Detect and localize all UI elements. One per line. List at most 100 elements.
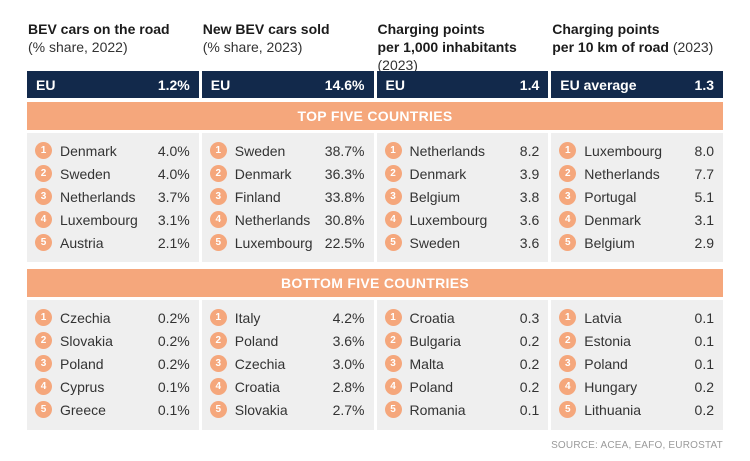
country-value: 3.7% <box>157 188 190 205</box>
country-name: Luxembourg <box>60 211 138 228</box>
country-value: 5.1 <box>694 188 714 205</box>
column-headers: BEV cars on the road (% share, 2022) New… <box>27 20 723 73</box>
country-value: 22.5% <box>324 234 365 251</box>
list-item: 1 Italy 4.2% <box>209 306 365 329</box>
eu-cell: EU average 1.3 <box>551 71 723 98</box>
rank-badge: 2 <box>384 332 402 349</box>
country-name: Poland <box>409 378 454 395</box>
list-item: 3 Poland 0.1 <box>559 352 714 375</box>
list-item: 1 Croatia 0.3 <box>384 306 540 329</box>
rank-badge: 1 <box>209 142 227 159</box>
country-name: Denmark <box>234 165 292 182</box>
list-item: 5 Slovakia 2.7% <box>209 398 365 421</box>
rank-badge: 5 <box>209 401 227 418</box>
list-item: 2 Denmark 3.9 <box>384 162 540 185</box>
country-name: Croatia <box>234 378 280 395</box>
source-note: SOURCE: ACEA, EAFO, EUROSTAT <box>551 440 723 451</box>
list-item: 3 Belgium 3.8 <box>384 185 539 208</box>
list-item: 3 Portugal 5.1 <box>559 185 714 208</box>
top-five-grid: 1 Denmark 4.0% 2 Sweden 4.0% 3 Netherlands 3.7% 4… <box>27 133 723 262</box>
country-name: Belgium <box>409 188 461 205</box>
top-five-band: TOP FIVE COUNTRIES <box>27 102 723 130</box>
country-value: 3.9 <box>519 165 540 182</box>
rank-badge: 3 <box>559 188 577 205</box>
country-value: 4.0% <box>157 142 190 159</box>
eu-label: EU <box>210 76 231 93</box>
bottom-column: 1 Italy 4.2% 2 Poland 3.6% 3 Czechia 3.0% 4 Croati… <box>201 300 374 430</box>
list-item: 3 Netherlands 3.7% <box>35 185 190 208</box>
rank-badge: 4 <box>35 211 52 228</box>
country-value: 0.1 <box>694 332 714 349</box>
list-item: 4 Denmark 3.1 <box>559 208 714 231</box>
header-title: Charging points <box>552 21 660 37</box>
header-title: BEV cars on the road <box>28 21 170 37</box>
rank-badge: 4 <box>384 378 402 395</box>
rank-badge: 2 <box>559 165 577 182</box>
country-name: Latvia <box>584 309 622 326</box>
country-value: 8.0 <box>694 142 714 159</box>
country-value: 4.0% <box>157 165 190 182</box>
country-value: 0.2% <box>157 332 190 349</box>
rank-badge: 4 <box>559 378 577 395</box>
eu-value: 1.3 <box>694 76 714 93</box>
header-new-bev-sold: New BEV cars sold (% share, 2023) <box>202 20 374 66</box>
country-name: Greece <box>60 401 106 418</box>
eu-value: 14.6% <box>324 76 365 93</box>
list-item: 5 Belgium 2.9 <box>559 231 714 254</box>
country-name: Croatia <box>409 309 455 326</box>
eu-cell: EU 14.6% <box>201 71 374 98</box>
header-bev-on-road: BEV cars on the road (% share, 2022) <box>27 20 199 66</box>
list-item: 5 Lithuania 0.2 <box>559 398 714 421</box>
list-item: 1 Denmark 4.0% <box>35 139 190 162</box>
country-name: Estonia <box>584 332 631 349</box>
list-item: 5 Luxembourg 22.5% <box>209 231 365 254</box>
country-value: 0.1 <box>694 355 714 372</box>
header-title-line2: per 1,000 inhabitants <box>377 39 517 55</box>
list-item: 3 Finland 33.8% <box>209 185 365 208</box>
country-name: Finland <box>234 188 281 205</box>
rank-badge: 3 <box>35 188 52 205</box>
list-item: 4 Cyprus 0.1% <box>35 375 190 398</box>
rank-badge: 5 <box>559 234 577 251</box>
country-name: Poland <box>234 332 279 349</box>
list-item: 2 Estonia 0.1 <box>559 329 714 352</box>
rank-badge: 5 <box>559 401 577 418</box>
country-value: 30.8% <box>324 211 365 228</box>
eu-label: EU <box>385 76 405 93</box>
country-name: Netherlands <box>409 142 486 159</box>
rank-badge: 3 <box>559 355 577 372</box>
rank-badge: 4 <box>559 211 577 228</box>
top-column: 1 Luxembourg 8.0 2 Netherlands 7.7 3 Portugal 5.… <box>551 133 723 262</box>
country-name: Poland <box>60 355 104 372</box>
list-item: 2 Bulgaria 0.2 <box>384 329 540 352</box>
rank-badge: 5 <box>384 401 402 418</box>
rank-badge: 4 <box>384 211 402 228</box>
rank-badge: 3 <box>209 355 227 372</box>
list-item: 4 Croatia 2.8% <box>209 375 365 398</box>
list-item: 3 Malta 0.2 <box>384 352 539 375</box>
list-item: 3 Czechia 3.0% <box>209 352 365 375</box>
list-item: 2 Netherlands 7.7 <box>559 162 714 185</box>
bottom-column: 1 Czechia 0.2% 2 Slovakia 0.2% 3 Poland 0.2% 4 Cyp… <box>27 300 199 430</box>
country-value: 0.2 <box>519 332 540 349</box>
country-value: 3.6% <box>332 332 365 349</box>
country-value: 2.7% <box>332 401 365 418</box>
eu-cell: EU 1.2% <box>27 71 199 98</box>
list-item: 2 Poland 3.6% <box>209 329 365 352</box>
rank-badge: 5 <box>209 234 227 251</box>
list-item: 2 Slovakia 0.2% <box>35 329 190 352</box>
country-value: 2.9 <box>694 234 714 251</box>
country-value: 0.3 <box>519 309 540 326</box>
country-value: 0.1% <box>157 401 190 418</box>
country-value: 3.1% <box>157 211 190 228</box>
list-item: 1 Luxembourg 8.0 <box>559 139 714 162</box>
list-item: 4 Hungary 0.2 <box>559 375 714 398</box>
country-value: 36.3% <box>324 165 365 182</box>
list-item: 5 Greece 0.1% <box>35 398 190 421</box>
rank-badge: 2 <box>384 165 402 182</box>
list-item: 1 Czechia 0.2% <box>35 306 190 329</box>
rank-badge: 1 <box>35 142 52 159</box>
eu-label: EU average <box>560 76 637 93</box>
eu-value: 1.2% <box>157 76 190 93</box>
list-item: 5 Romania 0.1 <box>384 398 539 421</box>
